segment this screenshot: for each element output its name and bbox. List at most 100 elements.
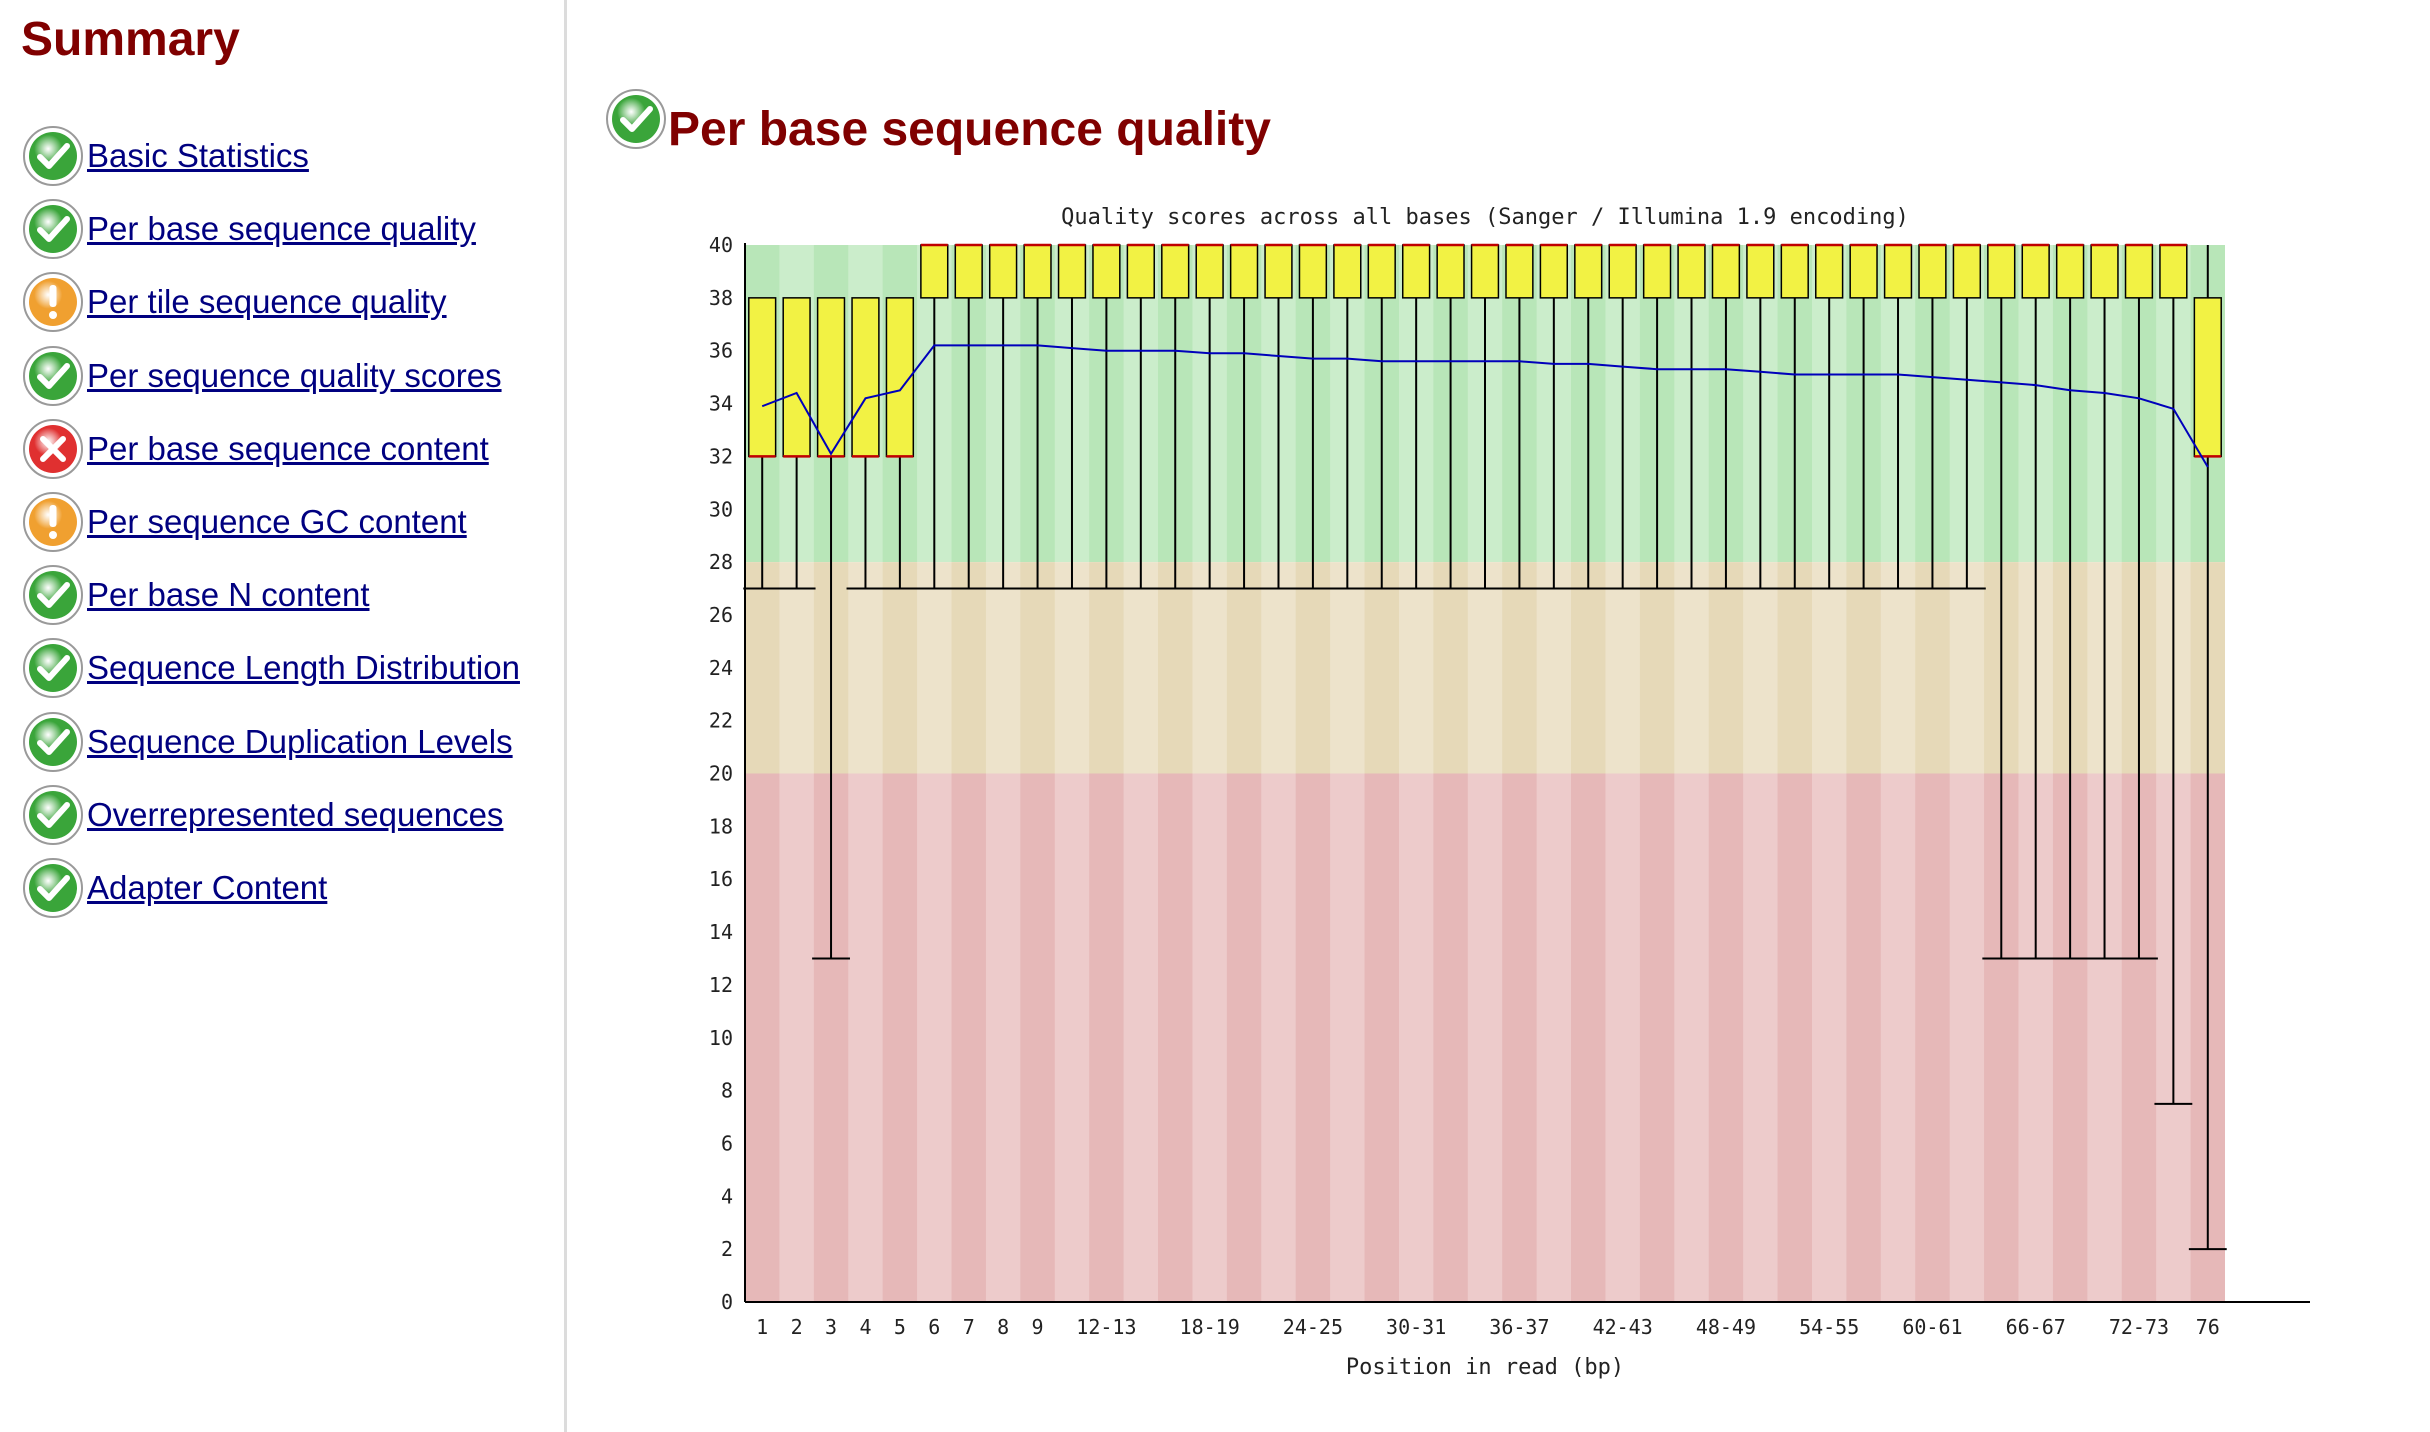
iqr-box xyxy=(1918,244,1947,299)
mean-line xyxy=(761,344,2209,468)
iqr-box xyxy=(1092,244,1121,299)
x-tick-label: 7 xyxy=(963,1315,975,1339)
nav-item[interactable]: Sequence Length Distribution xyxy=(22,637,542,701)
x-tick-label: 36-37 xyxy=(1489,1315,1549,1339)
iqr-box xyxy=(748,297,777,458)
y-tick-label: 10 xyxy=(709,1026,733,1050)
y-tick-label: 38 xyxy=(709,286,733,310)
iqr-box xyxy=(1436,244,1465,299)
nav-link[interactable]: Per sequence GC content xyxy=(87,503,467,540)
x-tick-label: 8 xyxy=(997,1315,1009,1339)
chart-title: Quality scores across all bases (Sanger … xyxy=(1061,205,1909,230)
y-tick-label: 12 xyxy=(709,973,733,997)
iqr-box xyxy=(1229,244,1259,299)
nav-link[interactable]: Sequence Duplication Levels xyxy=(87,723,513,760)
iqr-box xyxy=(920,244,949,299)
x-tick-label: 72-73 xyxy=(2109,1315,2169,1339)
y-tick-label: 20 xyxy=(709,762,733,786)
y-tick-label: 6 xyxy=(721,1131,733,1155)
nav-link[interactable]: Per tile sequence quality xyxy=(87,283,447,320)
x-tick-label: 18-19 xyxy=(1180,1315,1240,1339)
pass-icon xyxy=(23,785,83,845)
x-tick-label: 66-67 xyxy=(2006,1315,2066,1339)
iqr-box xyxy=(2193,297,2222,458)
nav-item[interactable]: Sequence Duplication Levels xyxy=(22,711,542,775)
iqr-box xyxy=(1023,244,1052,299)
pass-icon xyxy=(606,89,666,149)
nav-link[interactable]: Adapter Content xyxy=(87,869,328,906)
x-tick-label: 5 xyxy=(894,1315,906,1339)
nav-item[interactable]: Overrepresented sequences xyxy=(22,784,542,848)
x-tick-label: 24-25 xyxy=(1283,1315,1343,1339)
nav-link[interactable]: Basic Statistics xyxy=(87,137,309,174)
iqr-box xyxy=(1711,244,1741,299)
y-tick-label: 18 xyxy=(709,814,733,838)
iqr-box xyxy=(1608,244,1637,299)
iqr-box xyxy=(988,244,1018,299)
iqr-box xyxy=(2159,244,2188,299)
x-tick-label: 2 xyxy=(791,1315,803,1339)
y-tick-label: 2 xyxy=(721,1237,733,1261)
fail-icon xyxy=(23,419,83,479)
pass-icon xyxy=(23,565,83,625)
nav-link[interactable]: Per sequence quality scores xyxy=(87,357,502,394)
nav-item[interactable]: Per base N content xyxy=(22,564,542,628)
warn-icon xyxy=(23,272,83,332)
nav-link[interactable]: Per base sequence quality xyxy=(87,210,476,247)
nav-item[interactable]: Per base sequence content xyxy=(22,418,542,482)
y-tick-label: 24 xyxy=(709,656,733,680)
y-tick-label: 34 xyxy=(709,392,733,416)
iqr-box xyxy=(1161,244,1190,299)
iqr-box xyxy=(1298,244,1328,299)
iqr-box xyxy=(2055,244,2085,299)
x-tick-label: 48-49 xyxy=(1696,1315,1756,1339)
x-tick-label: 76 xyxy=(2196,1315,2220,1339)
iqr-box xyxy=(954,244,983,299)
quality-chart: Quality scores across all bases (Sanger … xyxy=(709,205,2310,1380)
nav-item[interactable]: Per sequence GC content xyxy=(22,491,542,555)
x-tick-label: 12-13 xyxy=(1076,1315,1136,1339)
iqr-box xyxy=(1401,244,1431,299)
pass-icon xyxy=(23,346,83,406)
nav-item[interactable]: Basic Statistics xyxy=(22,125,542,189)
x-axis-label: Position in read (bp) xyxy=(1346,1355,1624,1380)
y-tick-label: 26 xyxy=(709,603,733,627)
x-tick-label: 30-31 xyxy=(1386,1315,1446,1339)
iqr-box xyxy=(1746,244,1775,299)
pass-icon xyxy=(23,638,83,698)
nav-link[interactable]: Sequence Length Distribution xyxy=(87,649,520,686)
nav-link[interactable]: Overrepresented sequences xyxy=(87,796,504,833)
x-tick-label: 54-55 xyxy=(1799,1315,1859,1339)
x-tick-label: 42-43 xyxy=(1593,1315,1653,1339)
nav-item[interactable]: Per sequence quality scores xyxy=(22,345,542,409)
pass-icon xyxy=(23,126,83,186)
sidebar: Summary Basic Statistics Per base sequenc… xyxy=(0,0,567,1432)
nav-item[interactable]: Per tile sequence quality xyxy=(22,271,542,335)
quality-zone xyxy=(745,773,2225,1302)
iqr-box xyxy=(851,297,880,458)
y-tick-label: 14 xyxy=(709,920,733,944)
nav-link[interactable]: Per base sequence content xyxy=(87,430,489,467)
iqr-box xyxy=(782,297,811,458)
iqr-box xyxy=(1574,244,1603,299)
pass-icon xyxy=(23,199,83,259)
iqr-box xyxy=(1333,244,1362,299)
pass-icon xyxy=(23,858,83,918)
warn-icon xyxy=(23,492,83,552)
y-tick-label: 30 xyxy=(709,497,733,521)
iqr-box xyxy=(1642,244,1672,299)
quality-zone xyxy=(745,562,2225,774)
y-tick-label: 8 xyxy=(721,1079,733,1103)
iqr-box xyxy=(1849,244,1878,299)
iqr-box xyxy=(1367,244,1396,299)
iqr-box xyxy=(1539,244,1569,299)
nav-item[interactable]: Per base sequence quality xyxy=(22,198,542,262)
y-tick-label: 32 xyxy=(709,444,733,468)
y-tick-label: 16 xyxy=(709,867,733,891)
iqr-box xyxy=(1470,244,1500,299)
iqr-box xyxy=(2124,244,2154,299)
nav-link[interactable]: Per base N content xyxy=(87,576,370,613)
y-tick-label: 28 xyxy=(709,550,733,574)
nav-item[interactable]: Adapter Content xyxy=(22,857,542,921)
y-tick-label: 36 xyxy=(709,339,733,363)
